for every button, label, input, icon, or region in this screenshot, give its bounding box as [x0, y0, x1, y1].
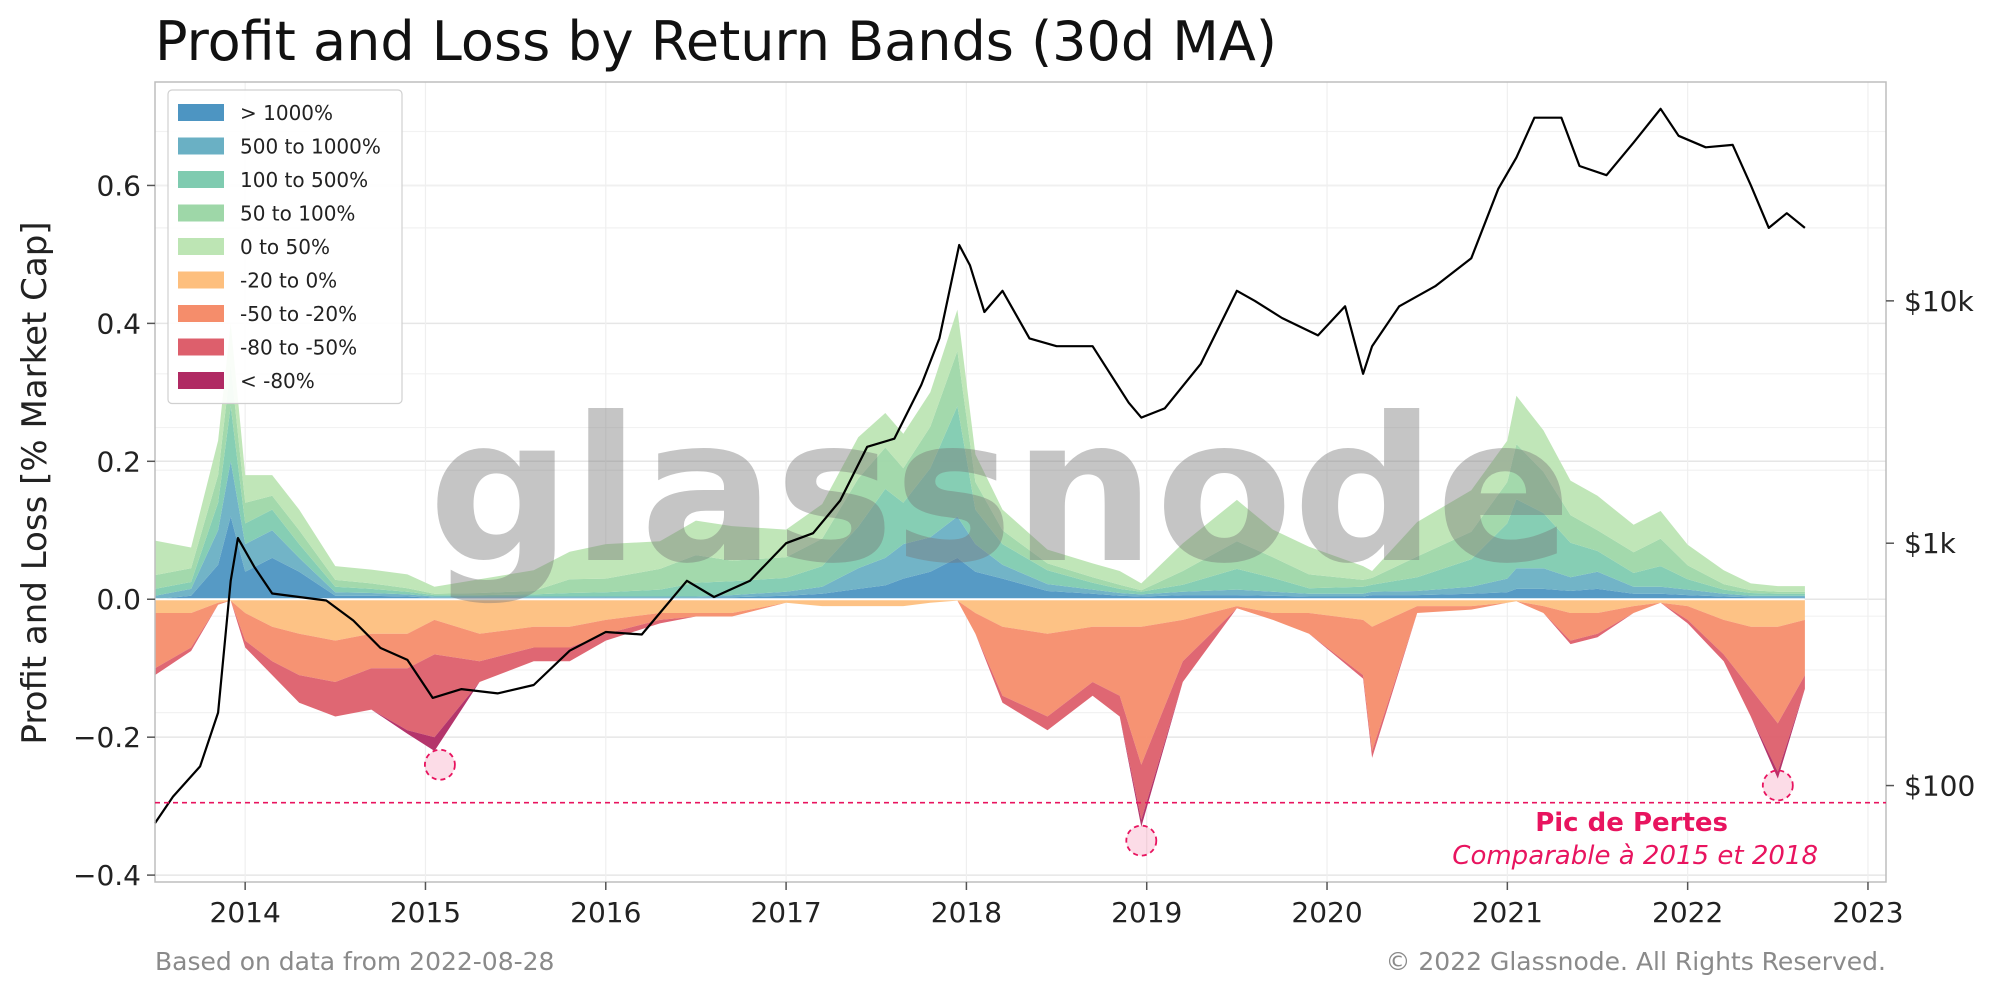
legend-swatch [178, 171, 224, 188]
y-tick-label: 0.6 [96, 169, 141, 202]
legend-label: -20 to 0% [240, 269, 337, 293]
legend-label: 0 to 50% [240, 235, 330, 259]
price-line [154, 107, 1806, 824]
legend-label: < -80% [240, 369, 315, 393]
loss-peak-marker [423, 748, 456, 781]
legend-swatch [178, 305, 224, 322]
legend-swatch [178, 271, 224, 289]
series-area-5 [155, 599, 1805, 641]
y-tick-label: 0.4 [96, 307, 141, 340]
y-tick-label: −0.2 [73, 721, 141, 754]
x-tick-label: 2020 [1291, 896, 1362, 929]
loss-peak-marker [1761, 769, 1794, 802]
y-tick-label: 0.2 [96, 445, 141, 478]
y2-tick-label: $1k [1904, 527, 1957, 560]
loss-peak-marker [1125, 824, 1158, 857]
legend-swatch [178, 204, 224, 222]
y2-tick-label: $10k [1904, 285, 1974, 318]
chart-title: Profit and Loss by Return Bands (30d MA) [155, 10, 1277, 73]
band-areas [155, 309, 1805, 827]
legend-label: 100 to 500% [240, 168, 368, 192]
y-tick-label: −0.4 [73, 859, 141, 892]
plot-frame [154, 81, 1887, 883]
legend-swatch [178, 338, 224, 356]
series-area-0 [155, 516, 1805, 600]
y-axis-label: Profit and Loss [% Market Cap] [15, 221, 55, 744]
legend-label: > 1000% [240, 101, 333, 125]
legend-label: 500 to 1000% [240, 135, 381, 159]
legend-label: 50 to 100% [240, 202, 355, 226]
y-tick-label: 0.0 [96, 583, 141, 616]
series-area-7 [155, 600, 1805, 820]
series-area-6 [155, 600, 1805, 765]
series-area-1 [155, 461, 1805, 600]
y2-tick-label: $100 [1904, 770, 1975, 803]
legend-box [167, 89, 403, 405]
annotation-subtitle: Comparable à 2015 et 2018 [1452, 841, 1818, 871]
series-area-3 [155, 351, 1805, 596]
series-area-2 [155, 406, 1805, 597]
footer-left: Based on data from 2022-08-28 [155, 947, 554, 976]
legend: > 1000% 500 to 1000% 100 to 500% 50 to 100%… [167, 89, 403, 405]
y-axis-ticks: −0.4 −0.2 0.0 0.2 0.4 0.6 [73, 169, 155, 892]
x-tick-label: 2023 [1832, 896, 1903, 929]
legend-swatch [178, 372, 224, 389]
x-tick-label: 2016 [570, 896, 641, 929]
legend-label: -80 to -50% [240, 336, 357, 360]
legend-swatch [178, 104, 224, 121]
y2-axis-ticks: $100 $1k $10k [1886, 285, 1975, 803]
loss-peak-annotation: Pic de Pertes Comparable à 2015 et 2018 [155, 748, 1886, 871]
x-tick-label: 2021 [1472, 896, 1543, 929]
annotation-title: Pic de Pertes [1535, 808, 1728, 838]
legend-swatch [178, 137, 224, 155]
legend-label: -50 to -20% [240, 302, 357, 326]
footer-right: © 2022 Glassnode. All Rights Reserved. [1385, 947, 1886, 976]
x-tick-label: 2017 [750, 896, 821, 929]
legend-swatch [178, 238, 224, 255]
x-axis-ticks: 2014 2015 2016 2017 2018 2019 2020 2021 2022 2023 [210, 882, 1904, 929]
x-tick-label: 2018 [931, 896, 1002, 929]
watermark: glassnode [428, 375, 1571, 608]
axes-frame [154, 81, 1887, 883]
x-tick-label: 2019 [1111, 896, 1182, 929]
x-tick-label: 2022 [1652, 896, 1723, 929]
price-series [154, 107, 1806, 824]
x-tick-label: 2015 [390, 896, 461, 929]
x-tick-label: 2014 [210, 896, 281, 929]
